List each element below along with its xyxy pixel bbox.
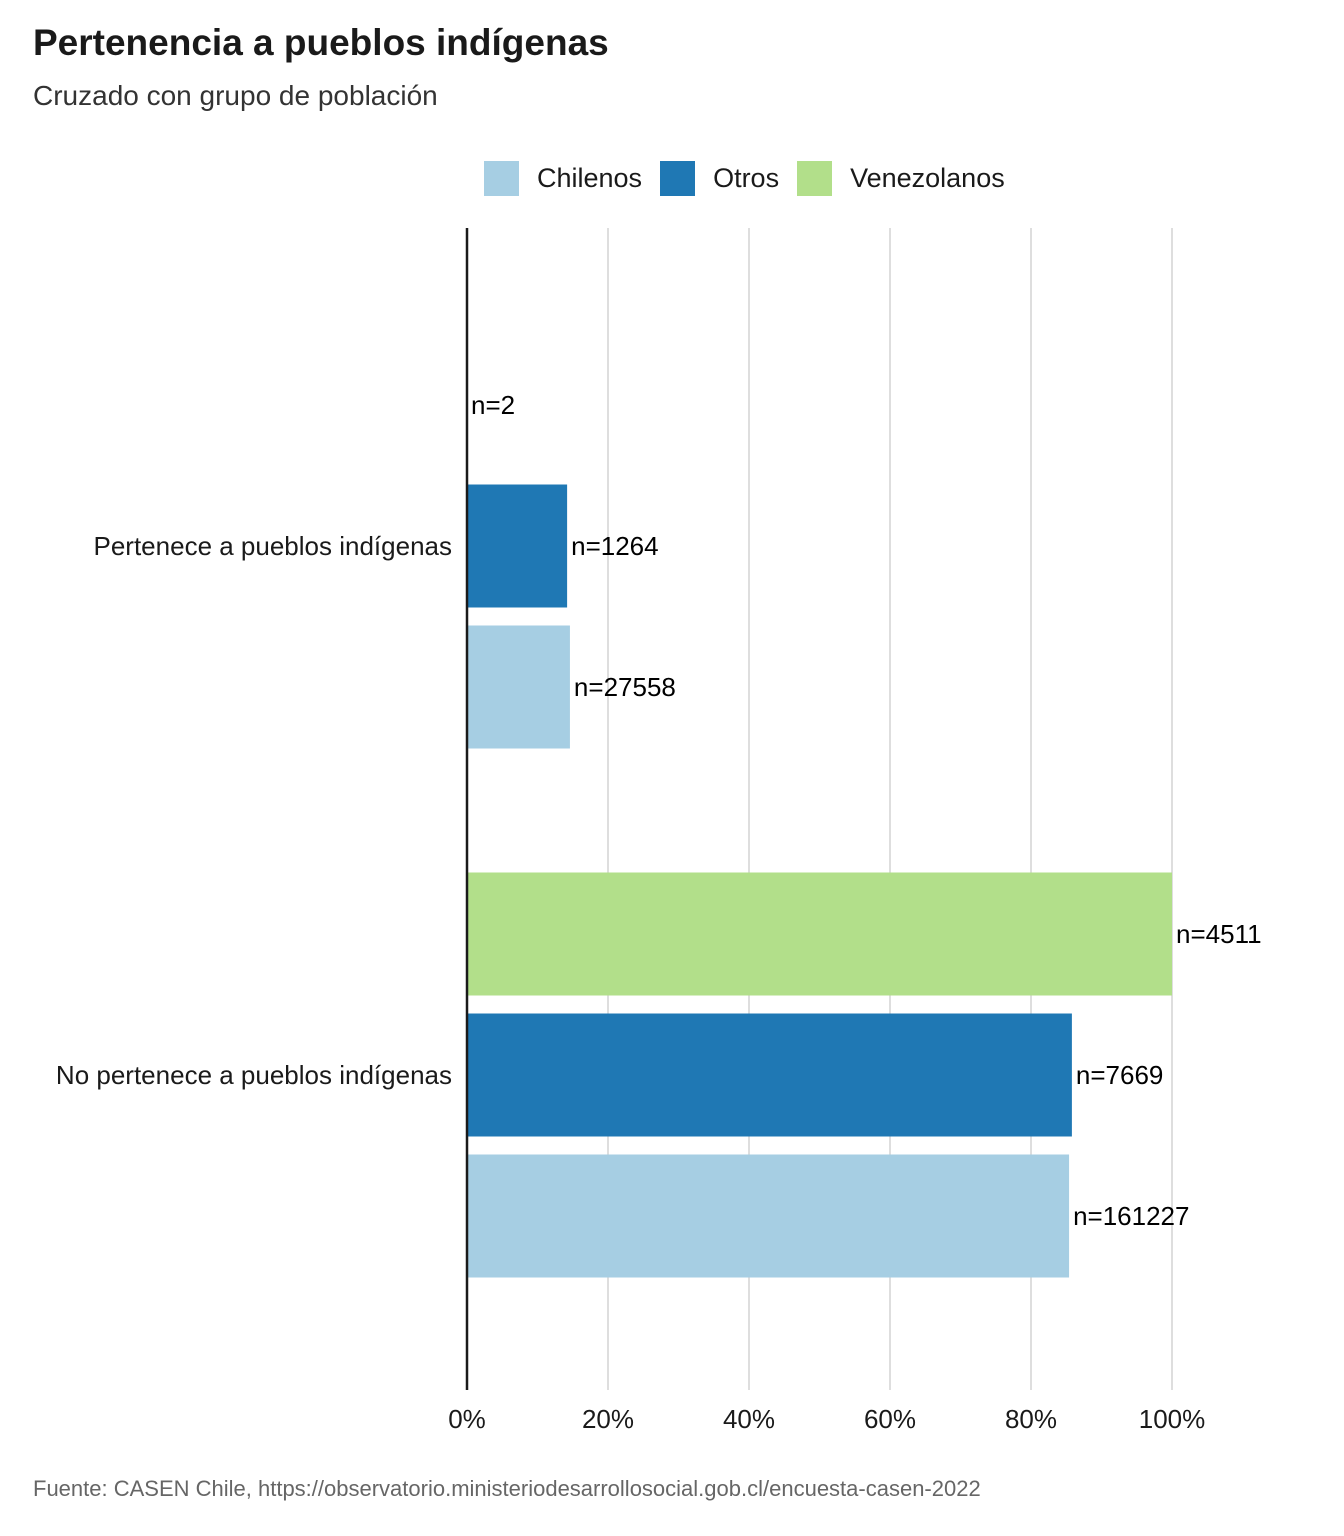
chart-subtitle: Cruzado con grupo de población xyxy=(33,80,438,111)
legend-swatch-venezolanos xyxy=(797,160,833,196)
x-tick-label: 100% xyxy=(1139,1404,1206,1434)
x-tick-label: 80% xyxy=(1005,1404,1057,1434)
x-tick-label: 40% xyxy=(723,1404,775,1434)
legend-item-otros: Otros xyxy=(660,160,780,196)
legend-swatch-chilenos xyxy=(484,160,519,196)
bar xyxy=(467,1013,1072,1137)
data-label: n=7669 xyxy=(1076,1060,1163,1090)
source-caption: Fuente: CASEN Chile, https://observatori… xyxy=(33,1476,981,1501)
bar xyxy=(467,1154,1070,1278)
legend-item-venezolanos: Venezolanos xyxy=(797,160,1005,196)
legend-item-chilenos: Chilenos xyxy=(484,160,643,196)
x-tick-label: 20% xyxy=(582,1404,634,1434)
chart-title: Pertenencia a pueblos indígenas xyxy=(33,22,609,63)
bar xyxy=(467,872,1172,996)
y-tick-label: Pertenece a pueblos indígenas xyxy=(94,531,453,561)
data-label: n=1264 xyxy=(571,531,658,561)
x-tick-label: 60% xyxy=(864,1404,916,1434)
bar xyxy=(467,625,570,749)
data-label: n=4511 xyxy=(1176,919,1262,949)
data-label: n=2 xyxy=(471,390,515,420)
bar xyxy=(467,484,568,608)
legend-label-chilenos: Chilenos xyxy=(537,162,643,193)
data-label: n=161227 xyxy=(1073,1201,1189,1231)
x-tick-label: 0% xyxy=(448,1404,486,1434)
legend-label-otros: Otros xyxy=(713,162,780,193)
legend-swatch-otros xyxy=(660,160,696,196)
data-label: n=27558 xyxy=(574,672,676,702)
legend: Chilenos Otros Venezolanos xyxy=(484,158,1023,198)
y-tick-label: No pertenece a pueblos indígenas xyxy=(56,1060,452,1090)
legend-label-venezolanos: Venezolanos xyxy=(850,162,1005,193)
